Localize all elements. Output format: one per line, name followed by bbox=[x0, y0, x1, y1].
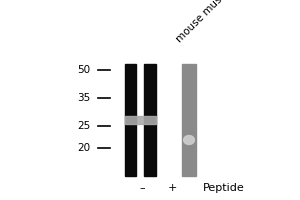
Text: 50: 50 bbox=[77, 65, 90, 75]
Bar bbox=[125, 116, 156, 124]
Ellipse shape bbox=[184, 136, 194, 144]
Bar bbox=[182, 64, 196, 176]
Bar bbox=[144, 64, 156, 176]
Text: –: – bbox=[140, 183, 145, 193]
Text: 20: 20 bbox=[77, 143, 90, 153]
Text: 35: 35 bbox=[77, 93, 90, 103]
Text: 25: 25 bbox=[77, 121, 90, 131]
Bar bbox=[125, 64, 136, 176]
Text: +: + bbox=[168, 183, 177, 193]
Text: mouse muscle: mouse muscle bbox=[174, 0, 235, 44]
Text: Peptide: Peptide bbox=[202, 183, 244, 193]
